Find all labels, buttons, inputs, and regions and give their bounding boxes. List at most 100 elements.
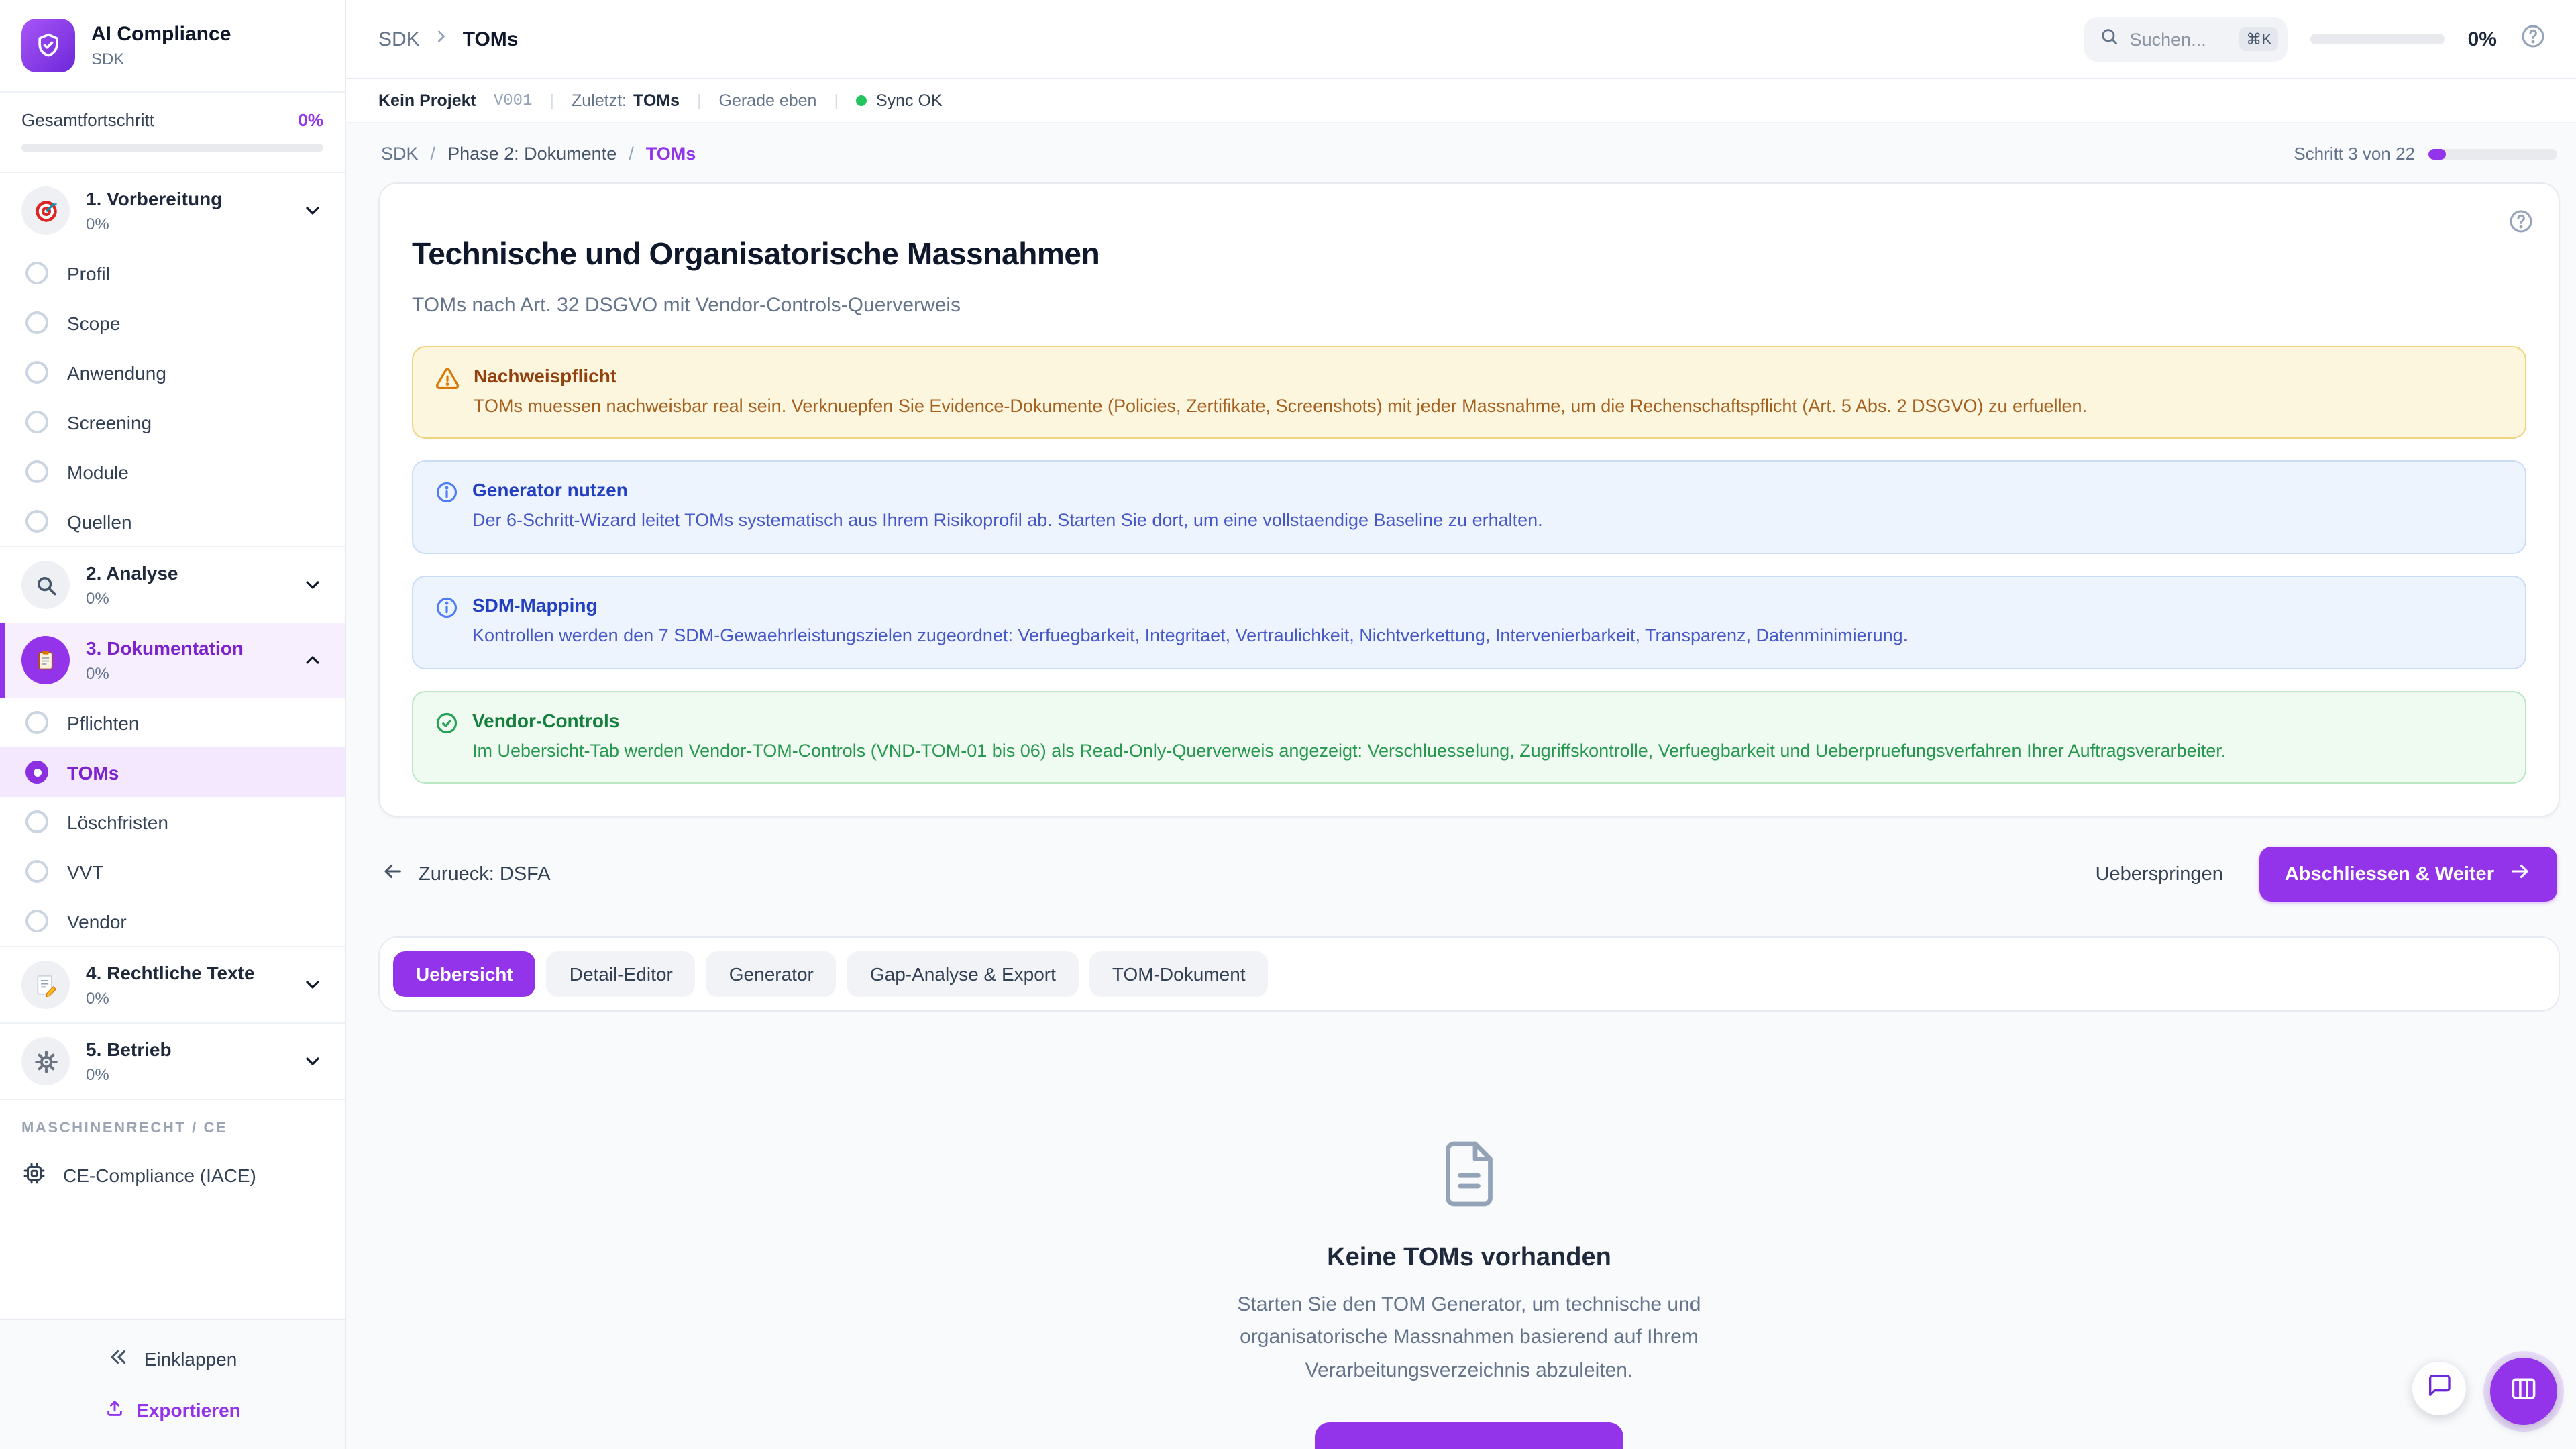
brand-subtitle: SDK	[91, 49, 125, 68]
sidebar-item-toms[interactable]: TOMs	[0, 747, 345, 797]
help-icon[interactable]	[2520, 22, 2546, 56]
sidebar-item-label: TOMs	[67, 761, 119, 783]
breadcrumb-phase2[interactable]: Phase 2: Dokumente	[447, 144, 617, 164]
chevron-down-icon	[302, 574, 323, 596]
chevron-down-icon	[302, 200, 323, 221]
section-header-vorbereitung[interactable]: 1. Vorbereitung 0%	[0, 173, 345, 248]
section-header-dokumentation[interactable]: 3. Dokumentation 0%	[0, 623, 345, 698]
radio-circle-icon	[25, 460, 48, 483]
last-updated: Gerade eben	[718, 91, 817, 110]
search-input[interactable]: Suchen... ⌘K	[2084, 17, 2288, 61]
sidebar-item-quellen[interactable]: Quellen	[0, 496, 345, 546]
section-header-betrieb[interactable]: 5. Betrieb 0%	[0, 1024, 345, 1099]
sidebar-item-vvt[interactable]: VVT	[0, 847, 345, 896]
tab-uebersicht[interactable]: Uebersicht	[393, 951, 536, 998]
sidebar-item-screening[interactable]: Screening	[0, 397, 345, 447]
sidebar-item-module[interactable]: Module	[0, 447, 345, 496]
chat-fab-button[interactable]	[2412, 1362, 2466, 1415]
clipboard-icon	[21, 636, 70, 684]
alert-body: Der 6-Schritt-Wizard leitet TOMs systema…	[472, 510, 1543, 531]
card-help-icon[interactable]	[2508, 208, 2534, 235]
breadcrumb-toms: TOMs	[645, 144, 696, 164]
double-chevron-left-icon	[108, 1346, 131, 1373]
step-progress-track	[2428, 148, 2557, 159]
breadcrumb-sdk[interactable]: SDK	[381, 144, 419, 164]
tab-generator[interactable]: Generator	[706, 951, 837, 998]
chevron-right-icon	[432, 26, 451, 52]
header-breadcrumb-root[interactable]: SDK	[378, 28, 420, 50]
sidebar-section-rechtliche-texte: 4. Rechtliche Texte 0%	[0, 946, 345, 1022]
radio-circle-icon	[25, 361, 48, 384]
collapse-sidebar-button[interactable]: Einklappen	[95, 1336, 251, 1382]
tab-gap-analyse-export[interactable]: Gap-Analyse & Export	[847, 951, 1079, 998]
sidebar-item-label: Profil	[67, 262, 110, 284]
section-progress: 0%	[86, 1065, 109, 1084]
section-label: 1. Vorbereitung	[86, 188, 223, 210]
sidebar-item-label: Module	[67, 461, 129, 482]
sidebar-item-label: Quellen	[67, 511, 132, 532]
alert-generator-nutzen: Generator nutzen Der 6-Schritt-Wizard le…	[412, 460, 2526, 554]
alert-nachweispflicht: Nachweispflicht TOMs muessen nachweisbar…	[412, 345, 2526, 439]
section-progress: 0%	[86, 588, 109, 608]
alert-title: Nachweispflicht	[474, 364, 617, 386]
chevron-down-icon	[302, 1051, 323, 1072]
main-area: SDK TOMs Suchen... ⌘K 0%	[346, 0, 2576, 1449]
empty-state-title: Keine TOMs vorhanden	[1327, 1244, 1611, 1273]
radio-circle-icon	[25, 311, 48, 334]
tab-tom-dokument[interactable]: TOM-Dokument	[1089, 951, 1269, 998]
section-items: Profil Scope Anwendung Screening Module …	[0, 248, 345, 546]
columns-icon	[2509, 1373, 2538, 1409]
start-tom-generator-button[interactable]	[1315, 1421, 1623, 1449]
radio-circle-icon	[25, 860, 48, 883]
search-icon	[2100, 26, 2119, 52]
content-scroll-area[interactable]: SDK / Phase 2: Dokumente / TOMs Schritt …	[346, 123, 2576, 1449]
ce-compliance-label: CE-Compliance (IACE)	[63, 1165, 256, 1186]
export-label: Exportieren	[136, 1399, 241, 1421]
section-header-rechtliche-texte[interactable]: 4. Rechtliche Texte 0%	[0, 947, 345, 1022]
section-label: 3. Dokumentation	[86, 637, 244, 659]
sidebar-item-ce-compliance[interactable]: CE-Compliance (IACE)	[0, 1147, 345, 1208]
radio-circle-icon	[25, 910, 48, 932]
page-breadcrumb: SDK / Phase 2: Dokumente / TOMs Schritt …	[381, 144, 2557, 164]
divider: |	[697, 91, 702, 110]
alert-body: Kontrollen werden den 7 SDM-Gewaehrleist…	[472, 625, 1909, 645]
chat-bubble-icon	[2426, 1372, 2453, 1405]
sidebar-item-label: Vendor	[67, 910, 127, 932]
empty-state: Keine TOMs vorhanden Starten Sie den TOM…	[378, 1138, 2560, 1449]
gear-icon	[21, 1037, 70, 1085]
section-header-analyse[interactable]: 2. Analyse 0%	[0, 547, 345, 623]
tab-detail-editor[interactable]: Detail-Editor	[546, 951, 696, 998]
sidebar-item-profil[interactable]: Profil	[0, 248, 345, 298]
wizard-actions: Zurueck: DSFA Ueberspringen Abschliessen…	[381, 847, 2557, 902]
back-button[interactable]: Zurueck: DSFA	[381, 860, 551, 888]
sidebar-item-label: Pflichten	[67, 712, 140, 733]
sidebar-item-pflichten[interactable]: Pflichten	[0, 698, 345, 747]
section-items: Pflichten TOMs Löschfristen VVT Vendor	[0, 698, 345, 946]
divider: |	[549, 91, 555, 110]
sidebar-item-label: Löschfristen	[67, 811, 168, 833]
radio-circle-icon	[25, 262, 48, 284]
export-button[interactable]: Exportieren	[91, 1390, 254, 1430]
sidebar-item-vendor[interactable]: Vendor	[0, 896, 345, 946]
section-label: 4. Rechtliche Texte	[86, 962, 255, 984]
top-header-bar: SDK TOMs Suchen... ⌘K 0%	[346, 0, 2576, 79]
group-label-maschinenrecht: MASCHINENRECHT / CE	[0, 1099, 345, 1147]
complete-continue-button[interactable]: Abschliessen & Weiter	[2259, 847, 2557, 902]
project-name: Kein Projekt	[378, 91, 476, 110]
skip-button[interactable]: Ueberspringen	[2095, 863, 2223, 885]
header-progress-value: 0%	[2467, 28, 2497, 50]
sidebar-item-scope[interactable]: Scope	[0, 298, 345, 347]
shield-check-logo-icon	[21, 19, 75, 72]
step-label: Schritt 3 von 22	[2294, 144, 2415, 164]
sidebar-item-anwendung[interactable]: Anwendung	[0, 347, 345, 397]
breadcrumb-separator: /	[629, 144, 634, 164]
section-progress: 0%	[86, 988, 109, 1008]
document-icon	[1433, 1138, 1505, 1217]
page-subtitle: TOMs nach Art. 32 DSGVO mit Vendor-Contr…	[412, 293, 961, 317]
overall-progress-track	[21, 144, 323, 152]
submit-label: Abschliessen & Weiter	[2284, 863, 2494, 885]
overall-progress-label: Gesamtfortschritt	[21, 110, 154, 130]
sidebar-item-loeschfristen[interactable]: Löschfristen	[0, 797, 345, 847]
info-circle-icon	[435, 596, 459, 649]
columns-fab-button[interactable]	[2490, 1358, 2557, 1425]
